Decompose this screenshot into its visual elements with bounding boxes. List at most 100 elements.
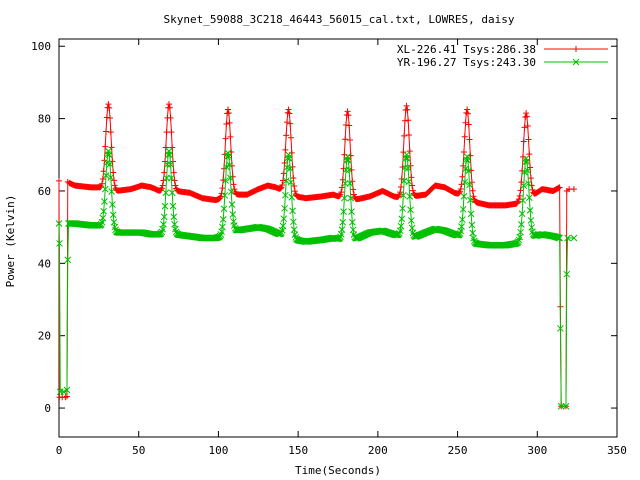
data-point bbox=[279, 177, 286, 184]
x-tick-label: 0 bbox=[56, 444, 63, 457]
data-point bbox=[456, 188, 463, 195]
data-point bbox=[287, 178, 295, 186]
data-point bbox=[345, 112, 352, 119]
x-tick-label: 300 bbox=[527, 444, 547, 457]
data-point bbox=[465, 121, 472, 128]
data-point bbox=[461, 133, 468, 140]
data-point bbox=[223, 121, 230, 128]
data-point bbox=[279, 181, 286, 188]
data-point bbox=[557, 402, 565, 410]
data-point bbox=[169, 144, 176, 151]
data-point bbox=[230, 181, 237, 188]
data-point bbox=[527, 217, 535, 224]
data-point bbox=[227, 188, 235, 196]
data-point bbox=[281, 204, 288, 212]
data-point bbox=[395, 193, 402, 200]
data-point bbox=[111, 177, 118, 184]
data-point bbox=[339, 218, 347, 226]
x-tick-label: 250 bbox=[448, 444, 468, 457]
data-point bbox=[517, 221, 525, 228]
data-point bbox=[97, 184, 104, 191]
data-point bbox=[556, 184, 563, 191]
legend-sample-xl bbox=[544, 46, 608, 52]
data-point bbox=[338, 184, 345, 191]
data-point bbox=[456, 230, 464, 237]
data-point bbox=[99, 175, 106, 182]
data-point bbox=[101, 185, 109, 193]
data-point bbox=[514, 199, 521, 206]
data-point bbox=[396, 191, 403, 198]
data-point bbox=[277, 185, 284, 192]
data-point bbox=[168, 189, 176, 197]
data-point bbox=[526, 207, 534, 214]
data-point bbox=[220, 205, 228, 213]
data-point bbox=[290, 218, 297, 226]
data-point bbox=[460, 192, 468, 200]
data-point bbox=[341, 180, 349, 187]
data-point bbox=[397, 222, 405, 230]
data-point bbox=[462, 165, 469, 173]
data-point bbox=[469, 187, 476, 194]
data-point bbox=[459, 173, 466, 180]
data-point bbox=[462, 119, 469, 126]
data-point bbox=[570, 234, 578, 242]
data-point bbox=[169, 202, 177, 210]
data-point bbox=[172, 182, 179, 189]
data-point bbox=[342, 122, 349, 129]
data-point bbox=[288, 193, 296, 201]
data-point bbox=[464, 110, 471, 117]
data-point bbox=[458, 223, 465, 231]
data-point bbox=[159, 182, 166, 189]
y-axis-title: Power (Kelvin) bbox=[4, 195, 17, 288]
data-point bbox=[168, 174, 175, 182]
x-tick-label: 350 bbox=[607, 444, 627, 457]
data-point bbox=[229, 211, 237, 218]
data-point bbox=[461, 178, 469, 186]
data-point bbox=[563, 270, 571, 278]
data-point bbox=[167, 161, 174, 168]
y-tick-label: 100 bbox=[31, 40, 51, 53]
data-point bbox=[341, 194, 348, 202]
data-point bbox=[345, 156, 352, 164]
data-point bbox=[515, 196, 522, 203]
x-axis: 0 50 100 150 200 250 300 350 bbox=[56, 39, 627, 457]
data-point bbox=[109, 201, 116, 208]
data-point bbox=[350, 191, 357, 198]
data-point bbox=[103, 128, 110, 135]
data-point bbox=[111, 182, 118, 189]
data-point bbox=[346, 180, 354, 187]
data-point bbox=[161, 202, 169, 210]
data-point bbox=[280, 215, 288, 223]
data-point bbox=[99, 214, 107, 222]
data-point bbox=[56, 240, 63, 247]
data-point bbox=[523, 113, 530, 120]
data-point bbox=[404, 106, 411, 113]
data-point bbox=[514, 238, 522, 246]
data-point bbox=[158, 185, 165, 192]
data-point bbox=[222, 177, 229, 184]
data-point bbox=[167, 114, 174, 121]
legend-label-xl: XL-226.41 Tsys:286.38 bbox=[397, 43, 536, 56]
chart-title: Skynet_59088_3C218_46443_56015_cal.txt, … bbox=[164, 13, 515, 26]
data-point bbox=[164, 161, 171, 168]
data-point bbox=[405, 132, 412, 139]
data-point bbox=[344, 108, 351, 115]
data-point bbox=[521, 124, 528, 131]
x-tick-label: 50 bbox=[132, 444, 145, 457]
data-point bbox=[338, 189, 345, 196]
data-point bbox=[458, 181, 465, 188]
data-point bbox=[100, 207, 107, 215]
data-point bbox=[102, 172, 110, 179]
data-point bbox=[219, 223, 226, 231]
data-point bbox=[397, 184, 404, 191]
data-point bbox=[524, 122, 531, 129]
data-point bbox=[225, 152, 233, 160]
x-tick-label: 200 bbox=[368, 444, 388, 457]
data-point bbox=[403, 155, 411, 162]
data-point bbox=[463, 153, 471, 160]
data-point bbox=[101, 198, 108, 205]
data-point bbox=[516, 192, 523, 199]
data-point bbox=[287, 120, 294, 127]
data-point bbox=[219, 185, 226, 192]
data-point bbox=[55, 220, 63, 227]
